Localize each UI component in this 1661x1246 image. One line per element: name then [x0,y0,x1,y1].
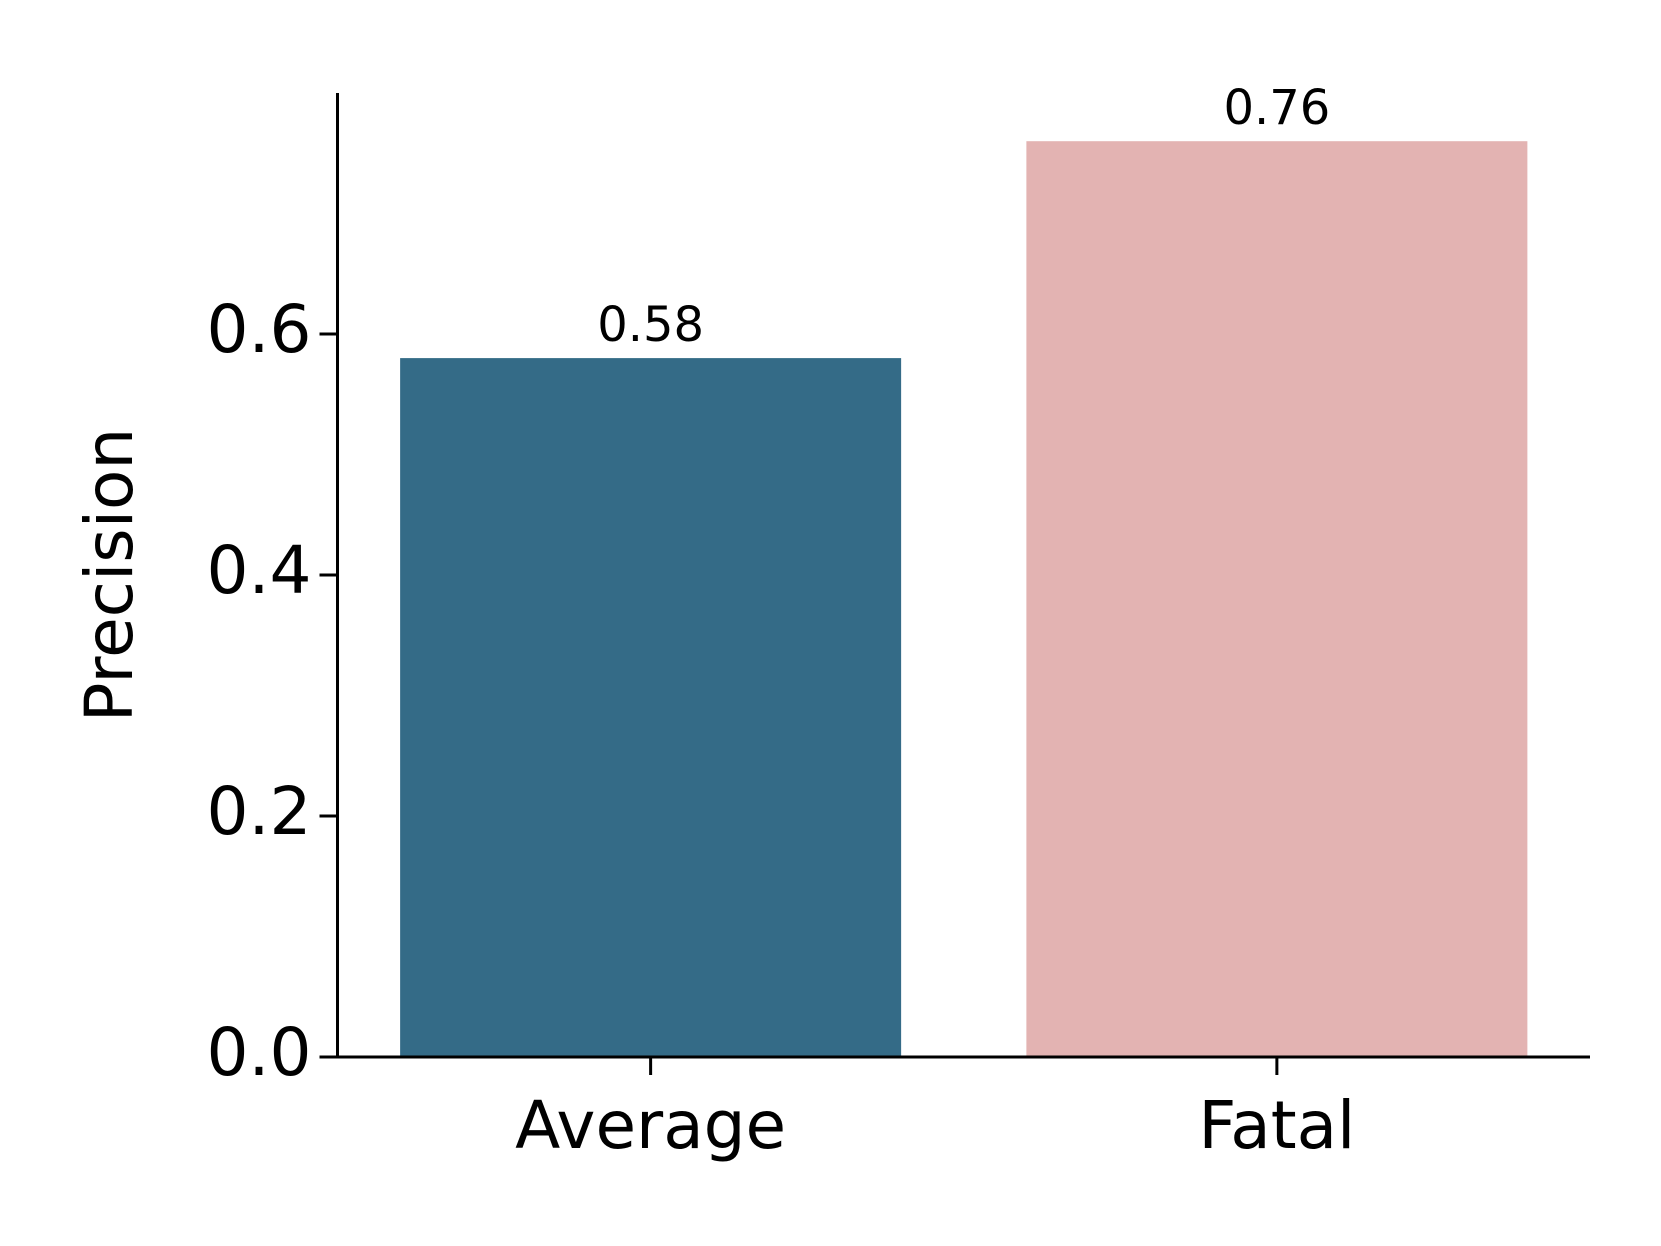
y-tick-label: 0.2 [207,773,312,850]
x-tick-label: Fatal [1198,1087,1355,1164]
x-tick-label: Average [515,1087,786,1164]
y-axis-label: Precision [71,428,148,723]
y-tick-label: 0.0 [207,1014,312,1091]
value-label: 0.58 [597,297,704,353]
y-tick-label: 0.6 [207,291,312,368]
value-label: 0.76 [1223,80,1330,136]
y-tick-label: 0.4 [207,532,312,609]
bar [1026,141,1528,1057]
bar [400,358,902,1058]
